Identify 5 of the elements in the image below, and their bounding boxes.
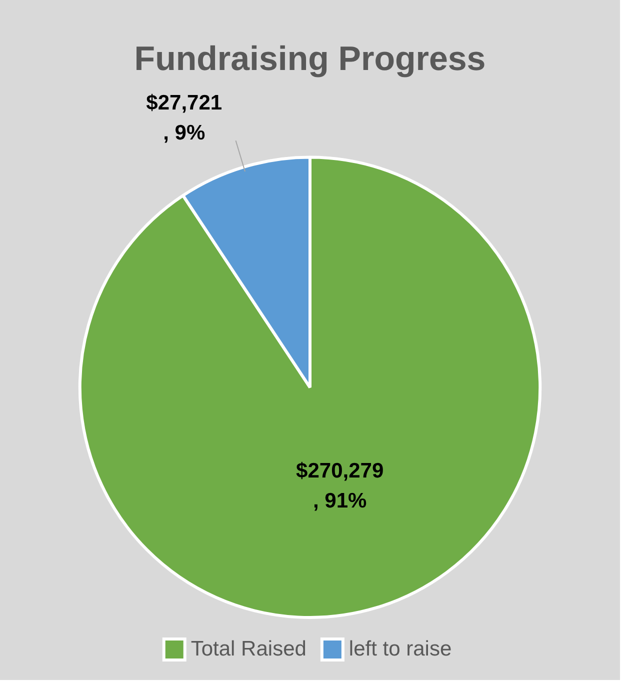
legend-label: left to raise — [348, 637, 452, 660]
chart-title: Fundraising Progress — [134, 40, 486, 78]
legend-label: Total Raised — [190, 637, 306, 660]
data-label: $270,279 , 91% — [296, 459, 384, 512]
data-label: $27,721 , 9% — [146, 91, 222, 144]
